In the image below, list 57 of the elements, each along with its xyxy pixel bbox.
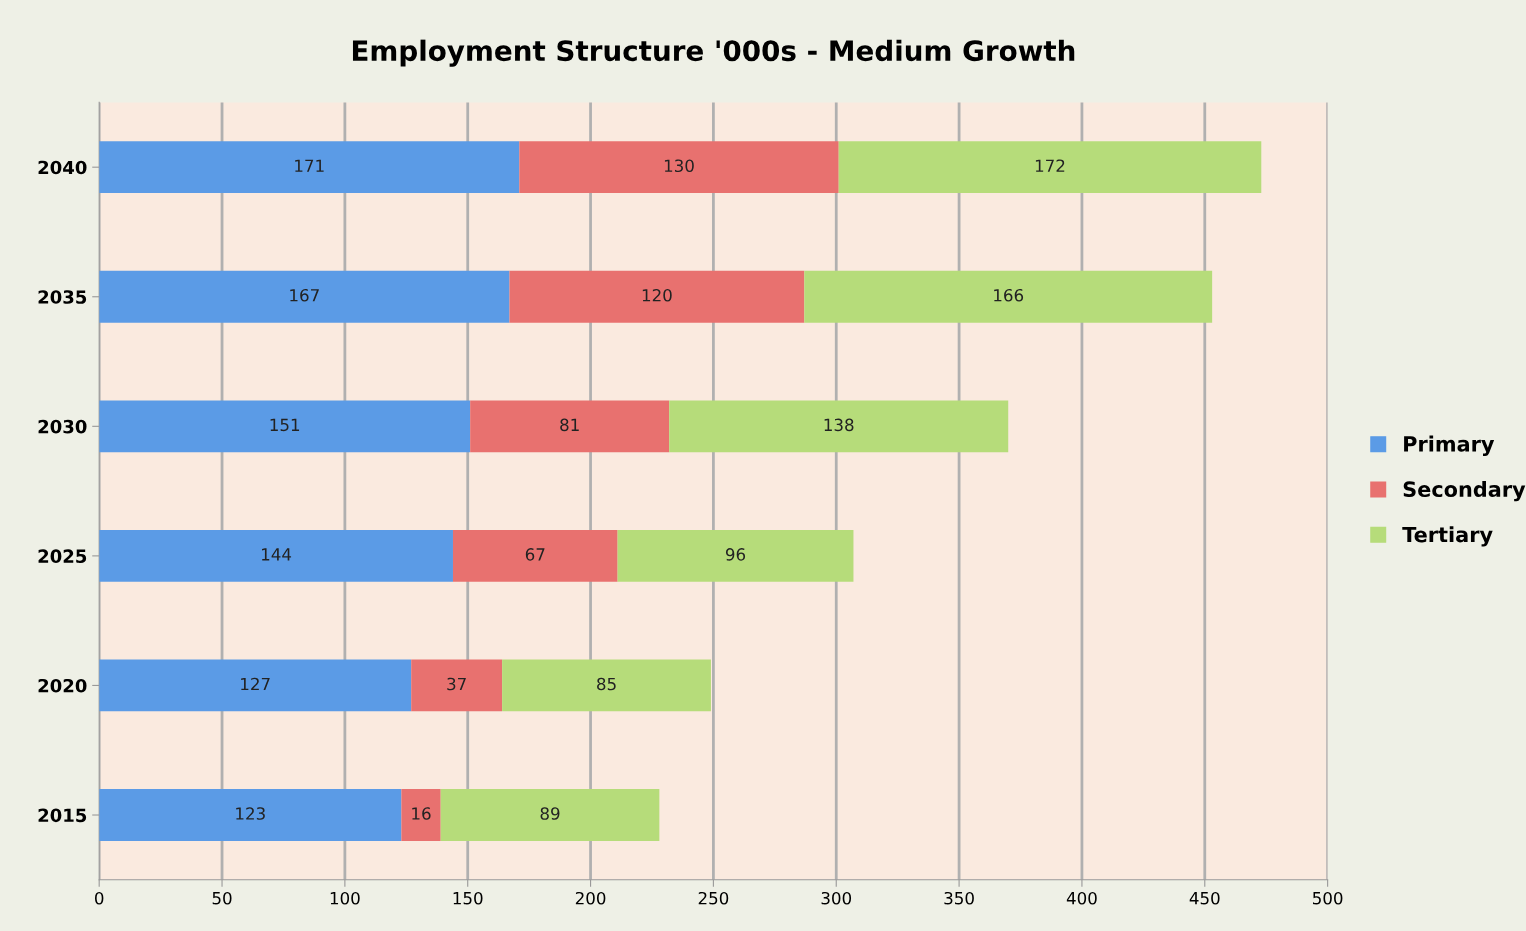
- bar: [838, 141, 1262, 194]
- data-label: 167: [290, 288, 319, 302]
- legend-label: Tertiary: [1402, 526, 1493, 547]
- data-label: 123: [236, 807, 265, 820]
- bar: [502, 659, 711, 712]
- data-label: 172: [1035, 159, 1065, 172]
- data-label: 151: [270, 418, 300, 432]
- data-label: 144: [262, 548, 292, 561]
- x-tick-label: 250: [698, 891, 729, 905]
- bar: [99, 789, 402, 841]
- bar: [99, 529, 453, 582]
- chart-title: Employment Structure '000s - Medium Growth: [352, 39, 1075, 67]
- bar: [452, 529, 618, 582]
- data-label: 171: [295, 159, 324, 172]
- bar: [99, 141, 520, 194]
- x-tick-label: 500: [1313, 891, 1343, 905]
- bar: [440, 789, 660, 841]
- x-tick-label: 150: [453, 891, 483, 905]
- legend-label: Secondary: [1403, 480, 1526, 502]
- bar: [401, 789, 441, 841]
- y-tick-label: 2035: [38, 290, 87, 304]
- data-label: 67: [525, 548, 545, 561]
- data-label: 81: [560, 418, 579, 432]
- data-label: 120: [642, 288, 672, 302]
- bar: [519, 141, 839, 194]
- data-label: 89: [540, 807, 560, 820]
- legend-label: Primary: [1404, 435, 1495, 456]
- bar: [470, 400, 670, 453]
- y-tick-label: 2020: [38, 678, 87, 693]
- data-label: 166: [994, 288, 1024, 302]
- x-tick-label: 50: [212, 891, 232, 905]
- data-label: 96: [725, 548, 746, 561]
- bar: [804, 270, 1213, 323]
- x-tick-label: 0: [94, 891, 104, 905]
- bar: [99, 659, 412, 712]
- bar: [617, 529, 854, 582]
- data-label: 130: [664, 159, 694, 173]
- x-tick-label: 350: [944, 891, 974, 905]
- bar: [411, 659, 503, 712]
- x-tick-label: 300: [821, 891, 852, 905]
- data-label: 127: [241, 677, 270, 691]
- bar: [669, 400, 1009, 453]
- x-tick-label: 200: [575, 891, 606, 905]
- bar: [99, 400, 471, 453]
- data-label: 138: [824, 418, 854, 432]
- x-tick-label: 400: [1066, 891, 1097, 905]
- data-label: 16: [412, 807, 431, 820]
- x-tick-label: 100: [330, 891, 360, 905]
- y-tick-label: 2040: [38, 160, 87, 175]
- y-tick-label: 2025: [38, 549, 87, 563]
- bar: [99, 270, 510, 323]
- x-tick-label: 450: [1189, 891, 1220, 905]
- bar: [509, 270, 805, 323]
- data-label: 37: [447, 677, 466, 691]
- y-tick-label: 2030: [38, 419, 87, 434]
- y-tick-label: 2015: [38, 808, 87, 823]
- data-label: 85: [597, 677, 616, 691]
